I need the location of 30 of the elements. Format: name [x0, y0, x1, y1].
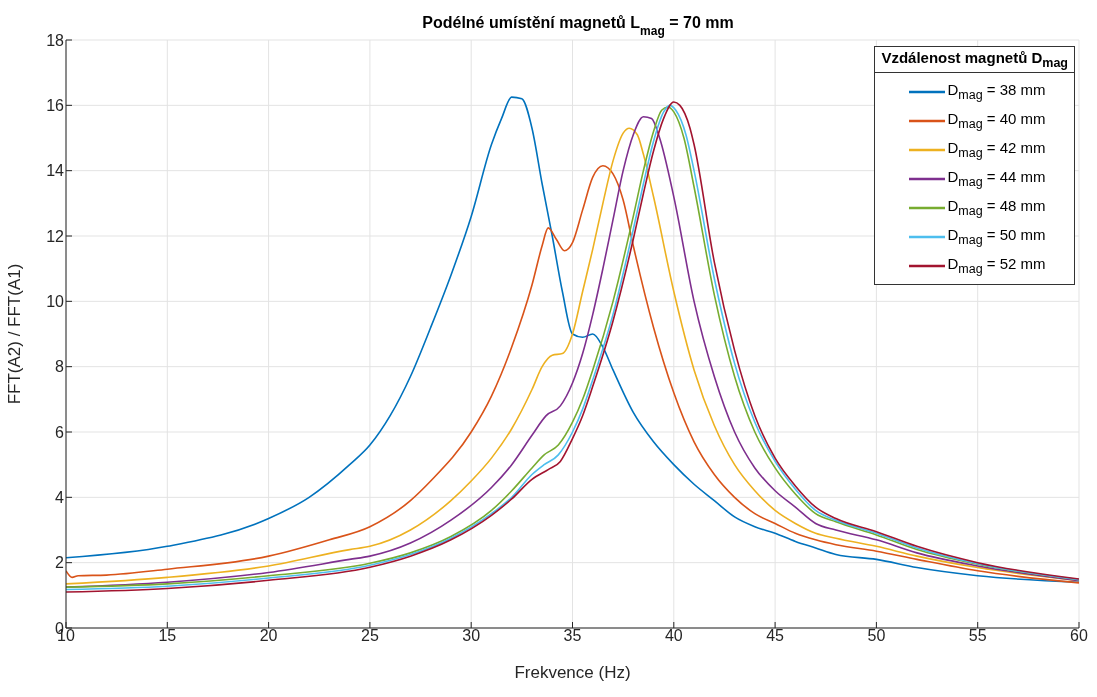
legend-label: D$_{mag}$ = 48 mm [947, 197, 1046, 218]
x-tick-label: 60 [1070, 627, 1088, 645]
y-tick-label: 12 [46, 227, 65, 245]
x-tick-label: 50 [867, 627, 886, 645]
x-tick-label: 30 [462, 627, 481, 645]
y-tick-label: 16 [46, 97, 65, 115]
legend-label: D$_{mag}$ = 50 mm [947, 226, 1046, 247]
legend-label: D$_{mag}$ = 38 mm [947, 81, 1046, 102]
legend-title: Vzdálenost magnetů D$_{mag}$ [875, 47, 1074, 73]
x-tick-label: 55 [968, 627, 987, 645]
y-tick-label: 6 [55, 423, 65, 441]
x-axis-title: Frekvence (Hz) [514, 663, 631, 682]
y-tick-label: 8 [55, 358, 65, 376]
x-tick-label: 45 [766, 627, 785, 645]
legend-label: D$_{mag}$ = 44 mm [947, 168, 1046, 189]
y-tick-label: 4 [55, 489, 65, 507]
y-axis-title: FFT(A2) / FFT(A1) [5, 263, 25, 405]
y-tick-label: 14 [46, 162, 65, 180]
y-tick-label: 2 [55, 554, 65, 572]
legend-label: D$_{mag}$ = 52 mm [947, 255, 1046, 276]
legend-label: D$_{mag}$ = 40 mm [947, 110, 1046, 131]
x-tick-label: 15 [158, 627, 177, 645]
x-tick-label: 35 [563, 627, 582, 645]
y-tick-label: 18 [46, 31, 65, 49]
chart-title: Podélné umístění magnetů L$_{mag}$ = 70 mm [422, 14, 734, 38]
x-tick-label: 20 [259, 627, 278, 645]
x-tick-label: 25 [361, 627, 379, 645]
legend-label: D$_{mag}$ = 42 mm [947, 139, 1046, 160]
y-tick-label: 10 [46, 293, 65, 311]
x-tick-label: 40 [664, 627, 683, 645]
